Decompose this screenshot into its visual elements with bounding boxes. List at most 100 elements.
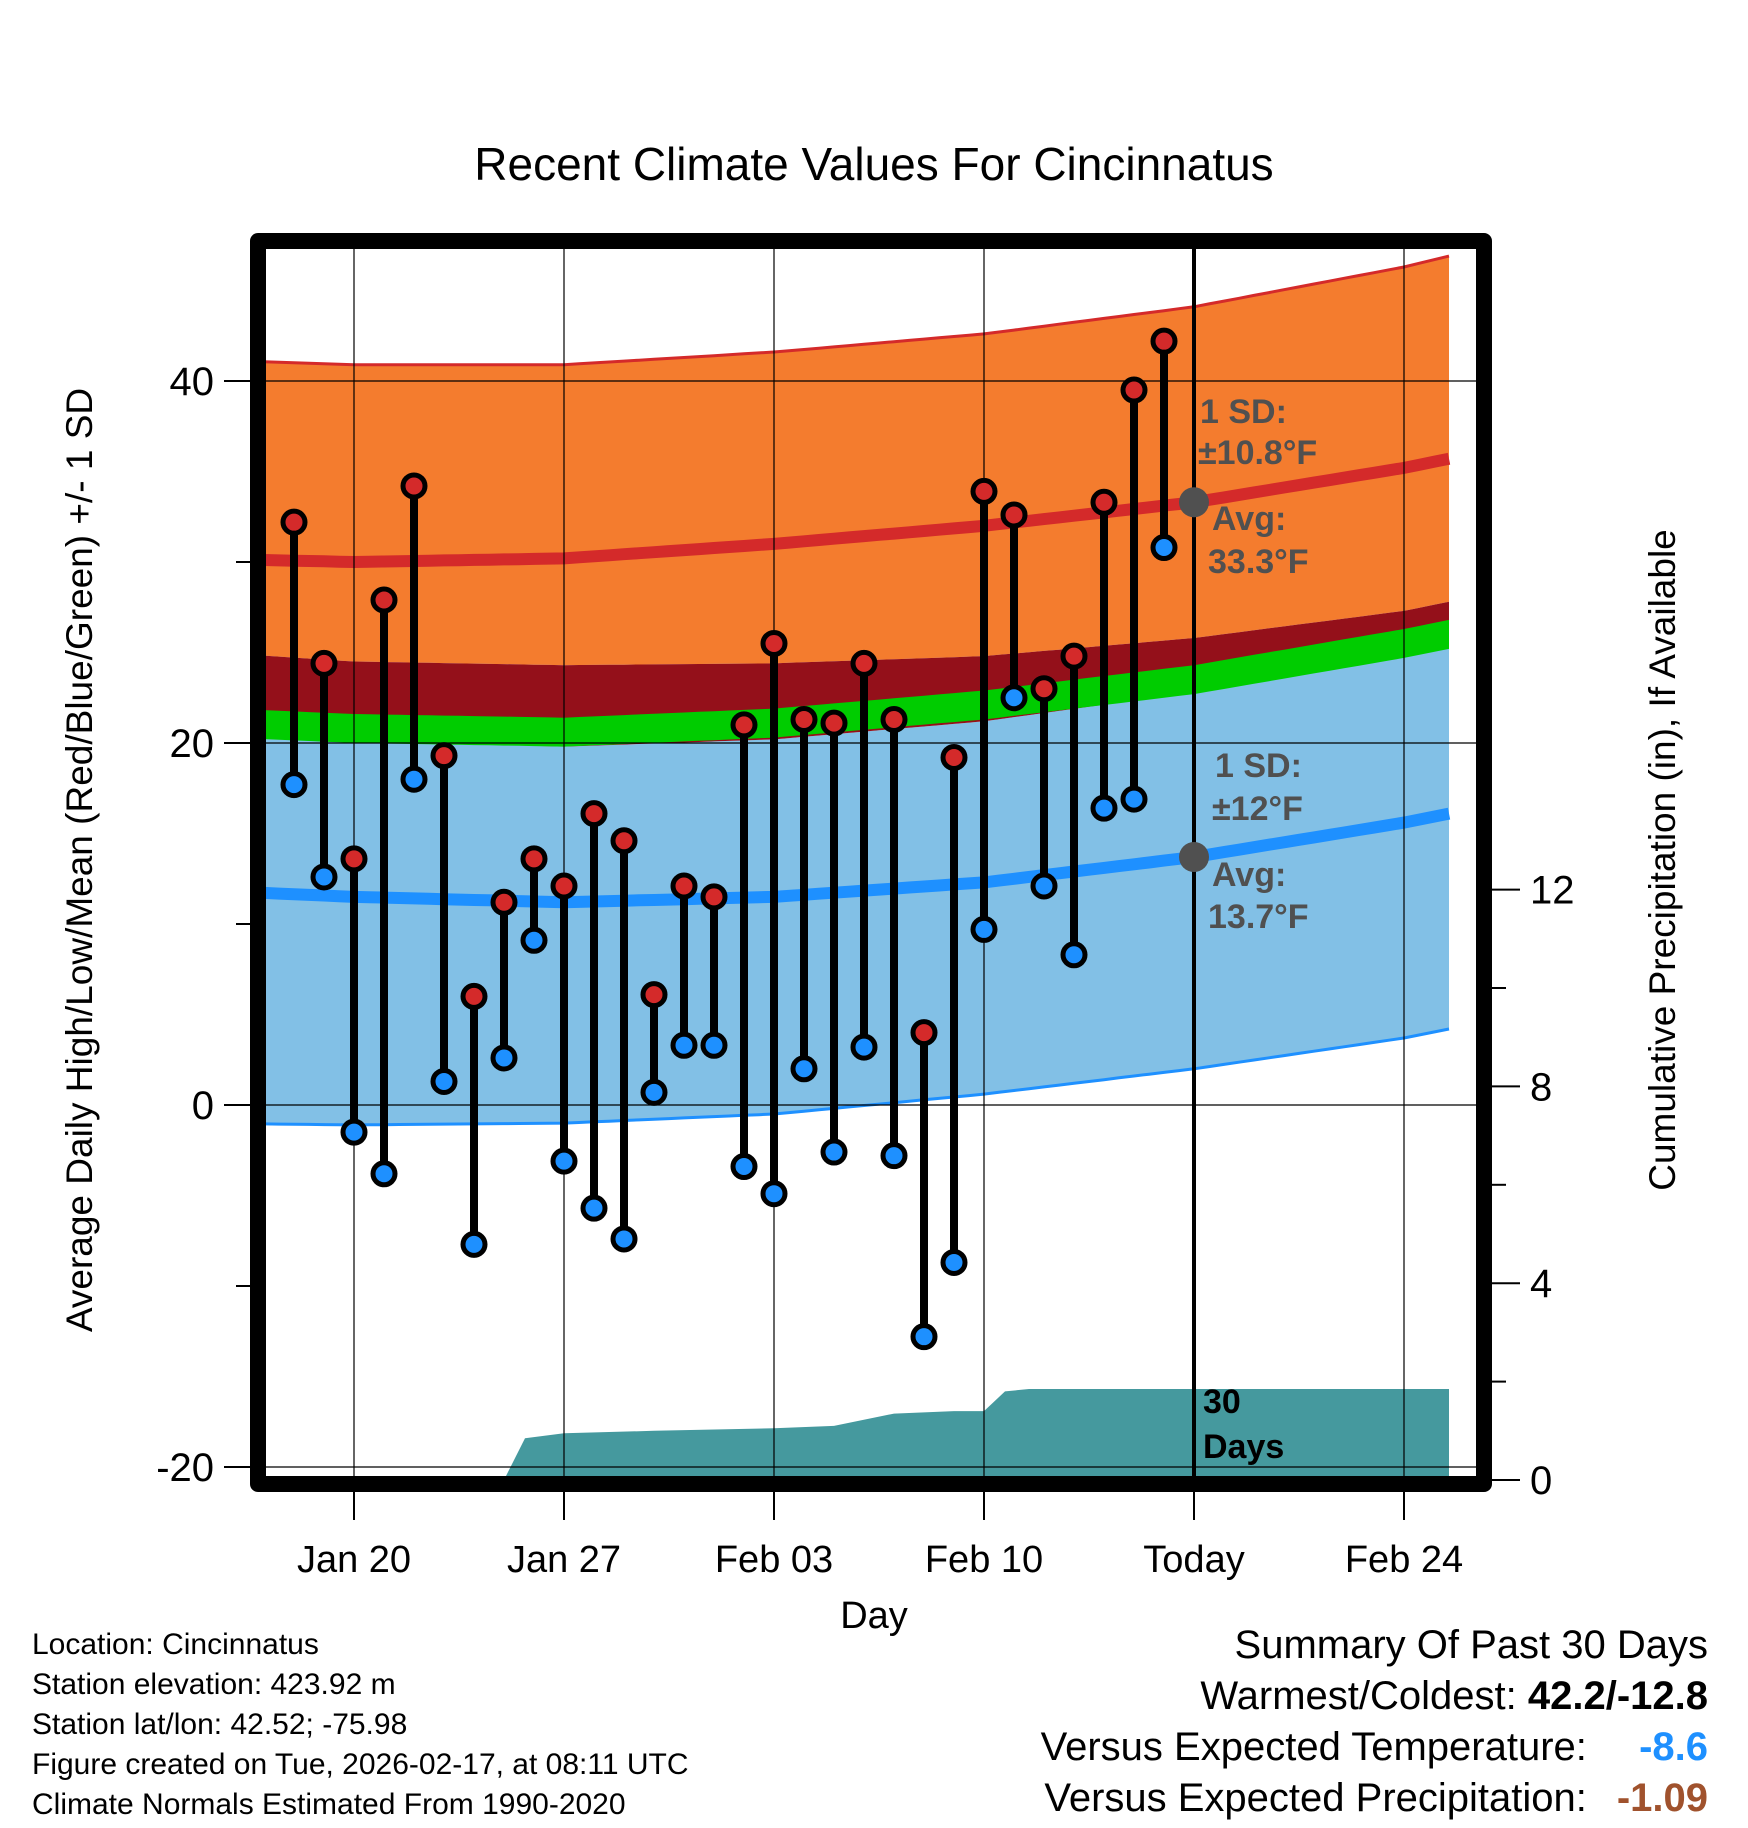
observed-high-point [1060, 642, 1088, 670]
x-axis-label: Day [840, 1595, 908, 1637]
normal-low-line [262, 807, 1451, 909]
observed-high-point [1150, 327, 1178, 355]
precip-days-label-2: Days [1203, 1428, 1284, 1466]
y-right-tick-label: 12 [1530, 869, 1575, 913]
y-tick-label: -20 [156, 1446, 214, 1490]
x-tick-label: Jan 20 [297, 1539, 411, 1581]
y-axis-label: Average Daily High/Low/Mean (Red/Blue/Gr… [59, 388, 100, 1332]
latlon-text: Station lat/lon: 42.52; -75.98 [32, 1708, 408, 1741]
temp-value: -8.6 [1639, 1725, 1708, 1769]
low-avg-label: Avg: [1212, 856, 1286, 894]
x-tick-label: Feb 10 [925, 1539, 1043, 1581]
observed-high-point [670, 872, 698, 900]
low-sd-value: ±12°F [1212, 790, 1303, 828]
observed-low-point [730, 1153, 758, 1181]
observed-high-point [370, 586, 398, 614]
created-text: Figure created on Tue, 2026-02-17, at 08… [32, 1748, 689, 1781]
observed-high-point [460, 982, 488, 1010]
observed-low-point [340, 1118, 368, 1146]
x-tick-label: Jan 27 [507, 1539, 621, 1581]
observed-low-point [1000, 684, 1028, 712]
summary-precip: Versus Expected Precipitation: -1.09 [1041, 1773, 1708, 1824]
x-tick-label: Today [1143, 1539, 1244, 1581]
y-right-tick-label: 8 [1530, 1065, 1552, 1109]
observed-low-point [820, 1138, 848, 1166]
y-axis-right-label: Cumulative Precipitation (in), If Availa… [1642, 529, 1683, 1191]
observed-low-point [370, 1160, 398, 1188]
x-tick-label: Feb 24 [1345, 1539, 1463, 1581]
precip-value: -1.09 [1616, 1776, 1708, 1820]
observed-low-point [940, 1248, 968, 1276]
observed-low-point [1090, 794, 1118, 822]
observed-high-point [610, 827, 638, 855]
summary-warm-cold: Warmest/Coldest: 42.2/-12.8 [1041, 1671, 1708, 1722]
observed-high-point [280, 508, 308, 536]
observed-low-point [1030, 872, 1058, 900]
observed-low-point [1150, 534, 1178, 562]
today-high-avg-marker [1179, 487, 1209, 518]
observed-low-point [280, 771, 308, 799]
observed-high-point [550, 872, 578, 900]
observed-high-point [310, 649, 338, 677]
observed-low-point [490, 1044, 518, 1072]
observed-low-point [430, 1067, 458, 1095]
chart-title: Recent Climate Values For Cincinnatus [474, 138, 1273, 190]
observed-high-point [790, 705, 818, 733]
today-low-avg-marker [1179, 842, 1209, 873]
warm-cold-value: 42.2/-12.8 [1527, 1674, 1708, 1718]
summary-temp: Versus Expected Temperature: -8.6 [1041, 1722, 1708, 1773]
low-lower-line [262, 1027, 1450, 1127]
observed-low-point [910, 1323, 938, 1351]
observed-low-point [640, 1078, 668, 1106]
observed-high-point [340, 845, 368, 873]
high-avg-value: 33.3°F [1208, 543, 1309, 581]
observed-low-point [1060, 941, 1088, 969]
observed-high-point [430, 742, 458, 770]
observed-low-point [310, 863, 338, 891]
normals-text: Climate Normals Estimated From 1990-2020 [32, 1788, 626, 1821]
overlap-band [262, 601, 1449, 747]
x-tick-label: Feb 03 [715, 1539, 833, 1581]
observed-low-point [790, 1055, 818, 1083]
y-tick-label: 20 [170, 722, 215, 766]
plot-frame [250, 233, 1492, 1492]
observed-high-point [490, 888, 518, 916]
observed-low-point [1120, 785, 1148, 813]
observed-low-point [610, 1225, 638, 1253]
observed-high-point [850, 649, 878, 677]
observed-high-point [1120, 376, 1148, 404]
elevation-text: Station elevation: 423.92 m [32, 1668, 396, 1701]
observed-high-point [820, 709, 848, 737]
high-sd-value: ±10.8°F [1198, 434, 1317, 472]
observed-low-point [670, 1031, 698, 1059]
observed-high-point [640, 981, 668, 1009]
observed-high-point [970, 477, 998, 505]
temp-label: Versus Expected Temperature: [1040, 1725, 1587, 1769]
summary-panel: Summary Of Past 30 Days Warmest/Coldest:… [1041, 1620, 1708, 1824]
observed-low-point [460, 1230, 488, 1258]
observed-low-point [550, 1147, 578, 1175]
high-sd-label: 1 SD: [1200, 393, 1287, 431]
observed-high-point [580, 800, 608, 828]
observed-high-point [400, 472, 428, 500]
observed-low-point [520, 926, 548, 954]
high-upper-line [262, 254, 1450, 367]
observed-low-point [970, 915, 998, 943]
low-sd-label: 1 SD: [1215, 747, 1302, 785]
high-avg-label: Avg: [1212, 500, 1286, 538]
y-tick-label: 0 [192, 1084, 214, 1128]
plot-bands [262, 254, 1451, 1480]
observed-high-point [730, 711, 758, 739]
observed-low-point [850, 1033, 878, 1061]
precip-label: Versus Expected Precipitation: [1044, 1776, 1587, 1820]
y-right-tick-label: 4 [1530, 1262, 1552, 1306]
observed-low-point [880, 1142, 908, 1170]
observed-high-point [1090, 488, 1118, 516]
observed-low-point [760, 1180, 788, 1208]
precip-area [294, 1389, 1449, 1480]
summary-heading: Summary Of Past 30 Days [1234, 1623, 1708, 1667]
y-tick-label: 40 [170, 360, 215, 404]
station-info: Location: Cincinnatus Station elevation:… [32, 1625, 689, 1825]
